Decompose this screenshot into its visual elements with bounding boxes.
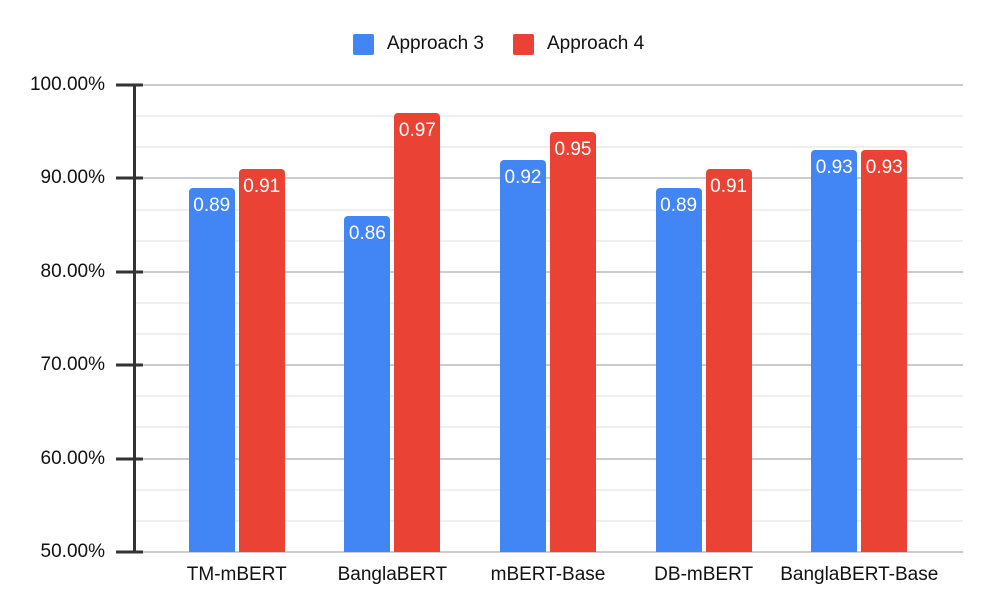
bar-approach-4-banglabert-base: 0.93 [861, 150, 908, 552]
bar-approach-3-db-mbert: 0.89 [655, 187, 702, 552]
bar-approach-3-tm-mbert: 0.89 [188, 187, 235, 552]
y-gridline-major [133, 177, 963, 180]
y-gridline-minor [133, 146, 963, 149]
bar-approach-3-banglabert: 0.86 [344, 215, 391, 552]
y-gridline-minor [133, 115, 963, 118]
bar-value-label: 0.93 [815, 157, 853, 179]
y-gridline-minor [133, 301, 963, 304]
bar-value-label: 0.91 [243, 176, 281, 198]
legend-item: Approach 4 [513, 33, 644, 55]
x-axis-label: DB-mBERT [654, 564, 754, 585]
legend-item: Approach 3 [352, 33, 484, 55]
y-axis-tick [116, 363, 143, 367]
y-axis-tick [116, 457, 143, 461]
bar-approach-3-banglabert-base: 0.93 [811, 150, 858, 552]
x-axis-label: BanglaBERT [337, 564, 448, 585]
y-gridline-major [133, 551, 963, 553]
y-gridline-major [133, 84, 963, 86]
bar-approach-4-banglabert: 0.97 [394, 113, 441, 552]
y-gridline-minor [133, 208, 963, 211]
y-tick-label: 90.00% [40, 167, 105, 189]
y-gridline-minor [133, 426, 963, 429]
bar-value-label: 0.89 [660, 194, 698, 216]
bar-value-label: 0.86 [348, 222, 386, 244]
y-gridline-minor [133, 395, 963, 398]
y-axis-tick [116, 550, 143, 554]
bar-value-label: 0.95 [554, 138, 592, 160]
y-gridline-minor [133, 333, 963, 336]
y-tick-label: 60.00% [40, 447, 105, 469]
legend-color-swatch-icon [352, 33, 374, 55]
bar-approach-3-mbert-base: 0.92 [500, 159, 546, 552]
legend-color-swatch-icon [513, 33, 534, 55]
bar-approach-4-db-mbert: 0.91 [705, 169, 752, 552]
legend: Approach 3 Approach 4 [0, 32, 997, 56]
legend-label: Approach 4 [547, 33, 645, 54]
x-axis-label: BanglaBERT-Base [780, 564, 939, 585]
x-axis-label: TM-mBERT [186, 564, 287, 585]
y-gridline-minor [133, 488, 963, 491]
y-tick-label: 80.00% [40, 260, 105, 282]
y-gridline-major [133, 364, 963, 367]
legend-label: Approach 3 [386, 33, 484, 54]
y-gridline-minor [133, 519, 963, 522]
y-axis-tick [116, 83, 143, 87]
bar-value-label: 0.89 [193, 194, 231, 216]
y-axis-tick [116, 176, 143, 180]
bar-value-label: 0.97 [398, 120, 436, 142]
y-tick-label: 50.00% [40, 541, 105, 562]
bar-approach-4-tm-mbert: 0.91 [238, 169, 285, 552]
y-tick-label: 100.00% [29, 74, 105, 95]
y-axis-line [133, 84, 136, 553]
bar-approach-4-mbert-base: 0.95 [550, 131, 596, 552]
bar-value-label: 0.91 [710, 176, 748, 198]
bar-value-label: 0.92 [504, 166, 542, 188]
y-gridline-minor [133, 239, 963, 242]
x-axis-label: mBERT-Base [490, 564, 606, 585]
y-tick-label: 70.00% [40, 354, 105, 376]
bar-value-label: 0.93 [865, 157, 903, 179]
plot-area: 100.00% 90.00% 80.00% 70.00% 60.00% 50.00% 0.8… [30, 74, 963, 585]
y-axis-tick [116, 270, 143, 274]
y-gridline-major [133, 270, 963, 273]
y-gridline-major [133, 457, 963, 460]
